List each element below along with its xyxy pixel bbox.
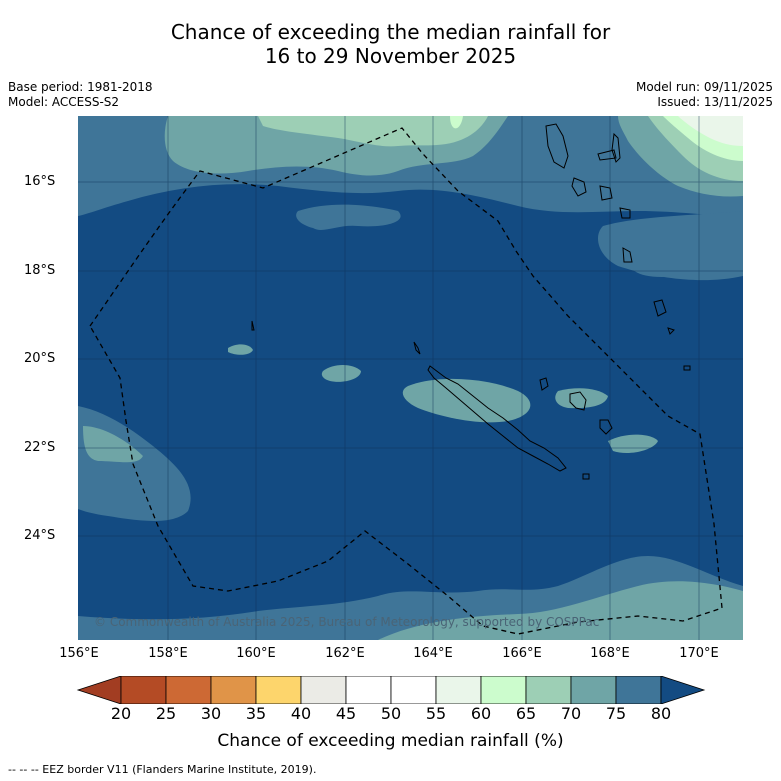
colorbar-cell xyxy=(435,676,482,704)
colorbar-tick-label: 70 xyxy=(560,704,582,723)
base-period: Base period: 1981-2018 xyxy=(8,80,153,94)
colorbar-cell xyxy=(390,676,437,704)
model-name: Model: ACCESS-S2 xyxy=(8,95,120,109)
colorbar-tick-label: 65 xyxy=(515,704,537,723)
colorbar-tick-label: 60 xyxy=(470,704,492,723)
colorbar-cell xyxy=(525,676,572,704)
colorbar-cell xyxy=(165,676,212,704)
colorbar-tick-label: 40 xyxy=(290,704,312,723)
colorbar-tick-label: 30 xyxy=(200,704,222,723)
meta-left: Base period: 1981-2018 Model: ACCESS-S2 xyxy=(8,80,153,110)
lon-label-158e: 158°E xyxy=(148,646,188,661)
vanuatu-malakula xyxy=(571,177,587,197)
colorbar-extend-low xyxy=(76,676,122,704)
colorbar xyxy=(76,676,706,704)
map-panel: © Commonwealth of Australia 2025, Bureau… xyxy=(78,116,743,640)
colorbar-tick-label: 50 xyxy=(380,704,402,723)
band-70-small-2 xyxy=(228,344,253,355)
lon-label-166e: 166°E xyxy=(502,646,542,661)
band-60-small xyxy=(450,116,463,129)
meta-right: Model run: 09/11/2025 Issued: 13/11/2025 xyxy=(636,80,773,110)
colorbar-tick-label: 55 xyxy=(425,704,447,723)
vanuatu-efate xyxy=(599,185,613,201)
copyright-text: © Commonwealth of Australia 2025, Bureau… xyxy=(94,615,599,629)
lat-label-24s: 24°S xyxy=(24,528,56,543)
lon-label-156e: 156°E xyxy=(59,646,99,661)
lifou-outline xyxy=(569,391,587,411)
new-caledonia-outline xyxy=(427,365,567,472)
lat-label-22s: 22°S xyxy=(24,440,56,455)
lon-label-170e: 170°E xyxy=(679,646,719,661)
ouvea-outline xyxy=(539,377,549,391)
colorbar-tick-label: 80 xyxy=(650,704,672,723)
vanuatu-pentecost xyxy=(611,132,621,163)
lat-label-16s: 16°S xyxy=(24,174,56,189)
lon-label-160e: 160°E xyxy=(236,646,276,661)
vanuatu-ambae xyxy=(597,149,617,161)
vanuatu-tanna xyxy=(622,247,633,263)
title-line-1: Chance of exceeding the median rainfall … xyxy=(170,20,611,44)
colorbar-cell xyxy=(210,676,257,704)
eez-border xyxy=(89,127,723,635)
colorbar-cell xyxy=(480,676,527,704)
colorbar-cell xyxy=(255,676,302,704)
model-run: Model run: 09/11/2025 xyxy=(635,80,773,94)
colorbar-label: Chance of exceeding median rainfall (%) xyxy=(217,731,564,751)
colorbar-tick-label: 25 xyxy=(155,704,177,723)
band-75-east xyxy=(598,211,743,281)
lon-label-162e: 162°E xyxy=(325,646,365,661)
graticule xyxy=(78,116,743,640)
band-75-blob-west xyxy=(296,204,401,230)
vanuatu-erromango xyxy=(619,207,631,219)
colorbar-cell xyxy=(300,676,347,704)
new-caledonia-islet xyxy=(413,341,421,355)
colorbar-tick-label: 20 xyxy=(110,704,132,723)
lat-label-18s: 18°S xyxy=(24,263,56,278)
colorbar-tick-label: 35 xyxy=(245,704,267,723)
issued-date: Issued: 13/11/2025 xyxy=(657,95,773,109)
walpole-island xyxy=(683,365,691,371)
band-70-west xyxy=(83,426,143,463)
colorbar-cell xyxy=(615,676,662,704)
band-70-loyalty xyxy=(555,388,608,409)
colorbar-cell xyxy=(570,676,617,704)
title-line-2: 16 to 29 November 2025 xyxy=(264,44,517,68)
chesterfield-islet xyxy=(251,320,255,331)
colorbar-cell xyxy=(345,676,392,704)
band-70-reef-blob xyxy=(402,378,531,423)
vanuatu-espiritu-santo xyxy=(545,123,569,169)
band-70-small-1 xyxy=(321,365,361,382)
colorbar-extend-high xyxy=(660,676,706,704)
colorbar-tick-label: 45 xyxy=(335,704,357,723)
lon-label-164e: 164°E xyxy=(413,646,453,661)
map-title: Chance of exceeding the median rainfall … xyxy=(0,20,781,68)
isle-of-pines-outline xyxy=(582,473,590,480)
matthew-hunter xyxy=(667,327,675,335)
colorbar-cell xyxy=(120,676,167,704)
band-65-north xyxy=(258,116,488,147)
band-70-south xyxy=(378,581,743,640)
vanuatu-aneityum xyxy=(653,299,667,317)
band-55-northeast xyxy=(678,116,743,146)
colorbar-cells xyxy=(76,676,706,704)
coastlines xyxy=(251,123,691,480)
eez-footnote: -- -- -- EEZ border V11 (Flanders Marine… xyxy=(8,763,317,776)
lat-label-20s: 20°S xyxy=(24,351,56,366)
colorbar-tick-label: 75 xyxy=(605,704,627,723)
mare-outline xyxy=(599,419,613,435)
lon-label-168e: 168°E xyxy=(590,646,630,661)
